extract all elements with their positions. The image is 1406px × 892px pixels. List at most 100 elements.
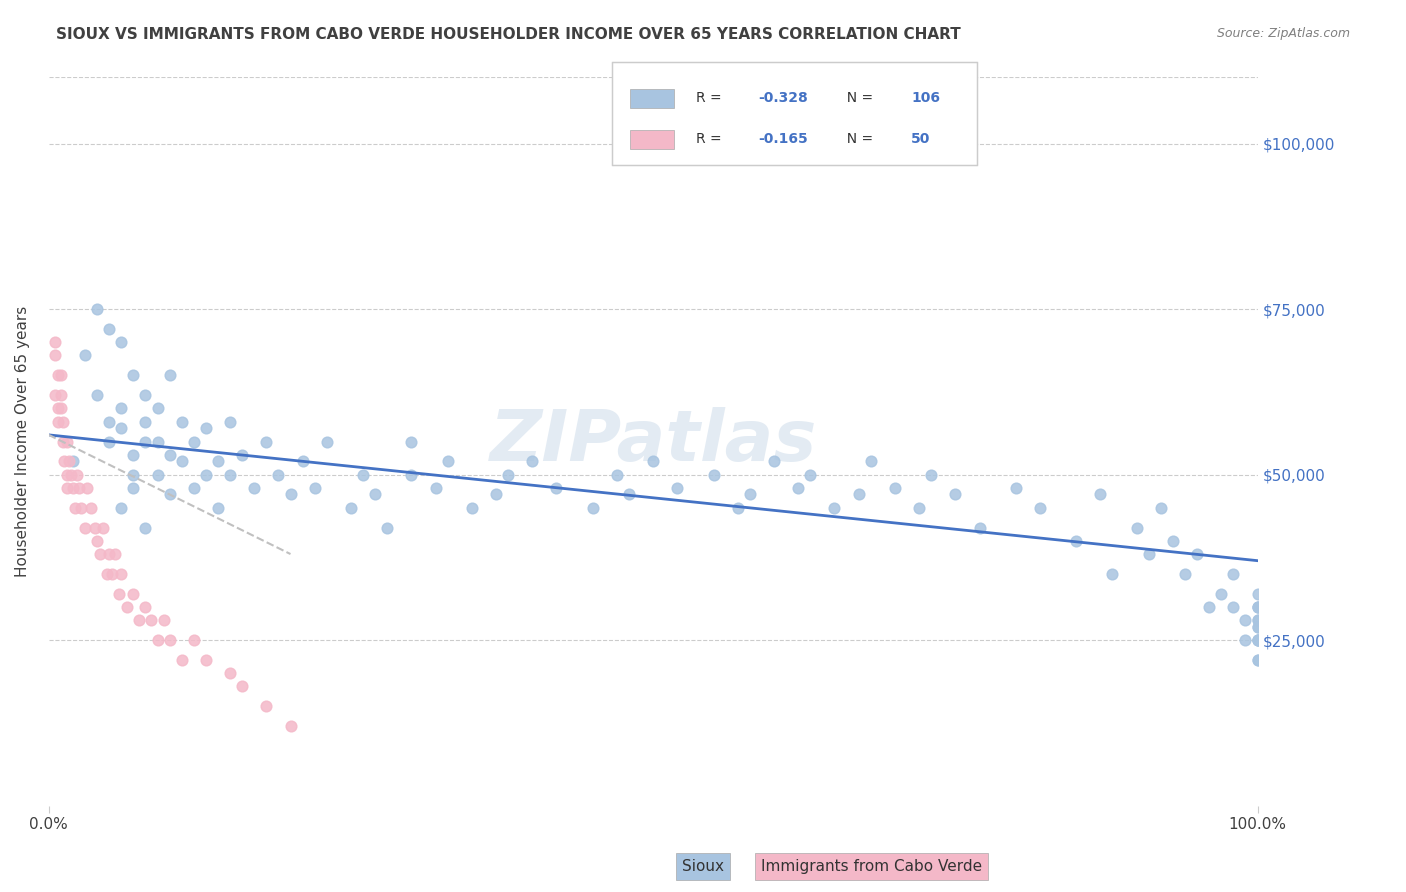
Point	[267, 467, 290, 482]
Point	[280, 487, 302, 501]
Point	[461, 500, 484, 515]
Point	[44, 349, 66, 363]
Point	[53, 454, 76, 468]
Point	[159, 633, 181, 648]
Point	[146, 401, 169, 416]
Y-axis label: Householder Income Over 65 years: Householder Income Over 65 years	[15, 306, 30, 577]
Point	[823, 500, 845, 515]
Point	[1246, 587, 1268, 601]
Point	[1211, 587, 1233, 601]
Point	[110, 335, 132, 350]
Point	[110, 401, 132, 416]
Point	[146, 467, 169, 482]
Point	[48, 415, 70, 429]
Point	[141, 613, 163, 627]
Text: -0.328: -0.328	[758, 91, 807, 105]
Text: N =: N =	[838, 132, 877, 146]
Point	[231, 680, 253, 694]
Point	[848, 487, 870, 501]
Point	[1246, 613, 1268, 627]
Point	[943, 487, 966, 501]
Point	[128, 613, 150, 627]
Point	[146, 434, 169, 449]
Point	[159, 368, 181, 383]
Point	[1246, 600, 1268, 615]
Point	[219, 666, 242, 681]
Point	[1222, 566, 1244, 581]
Point	[49, 401, 72, 416]
Point	[65, 467, 87, 482]
Point	[76, 481, 98, 495]
Point	[703, 467, 725, 482]
Point	[108, 587, 131, 601]
Text: ZIPatlas: ZIPatlas	[489, 407, 817, 476]
Point	[134, 520, 156, 534]
Point	[122, 587, 145, 601]
Point	[582, 500, 605, 515]
Point	[1101, 566, 1123, 581]
Point	[617, 487, 640, 501]
Point	[254, 434, 277, 449]
Point	[159, 487, 181, 501]
Point	[44, 335, 66, 350]
Point	[291, 454, 314, 468]
Point	[436, 454, 458, 468]
Text: R =: R =	[696, 132, 725, 146]
Point	[304, 481, 326, 495]
Point	[48, 368, 70, 383]
Point	[98, 322, 121, 336]
Point	[207, 500, 229, 515]
Point	[183, 434, 205, 449]
Text: 106: 106	[911, 91, 941, 105]
FancyBboxPatch shape	[630, 130, 673, 149]
Point	[122, 467, 145, 482]
Point	[183, 481, 205, 495]
Text: Sioux: Sioux	[682, 859, 724, 874]
Point	[643, 454, 665, 468]
Point	[86, 388, 108, 402]
Point	[908, 500, 931, 515]
Point	[117, 600, 139, 615]
Point	[340, 500, 363, 515]
Point	[104, 547, 127, 561]
Point	[787, 481, 810, 495]
Point	[1246, 620, 1268, 634]
Point	[59, 467, 82, 482]
Point	[96, 566, 118, 581]
Point	[606, 467, 628, 482]
Point	[48, 401, 70, 416]
Point	[243, 481, 266, 495]
Point	[401, 434, 423, 449]
Point	[485, 487, 508, 501]
Point	[183, 633, 205, 648]
Text: N =: N =	[838, 91, 877, 105]
Point	[364, 487, 387, 501]
Point	[763, 454, 786, 468]
Point	[159, 448, 181, 462]
Point	[1004, 481, 1026, 495]
Point	[1150, 500, 1173, 515]
Point	[280, 719, 302, 733]
Point	[920, 467, 942, 482]
Point	[194, 653, 217, 667]
Point	[352, 467, 374, 482]
Point	[1246, 653, 1268, 667]
Point	[799, 467, 821, 482]
Point	[65, 500, 87, 515]
Point	[134, 600, 156, 615]
Point	[146, 633, 169, 648]
Point	[1090, 487, 1112, 501]
Point	[1234, 613, 1257, 627]
Text: Source: ZipAtlas.com: Source: ZipAtlas.com	[1216, 27, 1350, 40]
Point	[98, 434, 121, 449]
FancyBboxPatch shape	[630, 89, 673, 108]
Point	[1174, 566, 1197, 581]
Point	[1246, 620, 1268, 634]
Point	[134, 388, 156, 402]
Point	[375, 520, 398, 534]
Point	[219, 467, 242, 482]
Point	[1029, 500, 1052, 515]
Point	[219, 415, 242, 429]
Point	[1246, 613, 1268, 627]
Point	[1246, 633, 1268, 648]
